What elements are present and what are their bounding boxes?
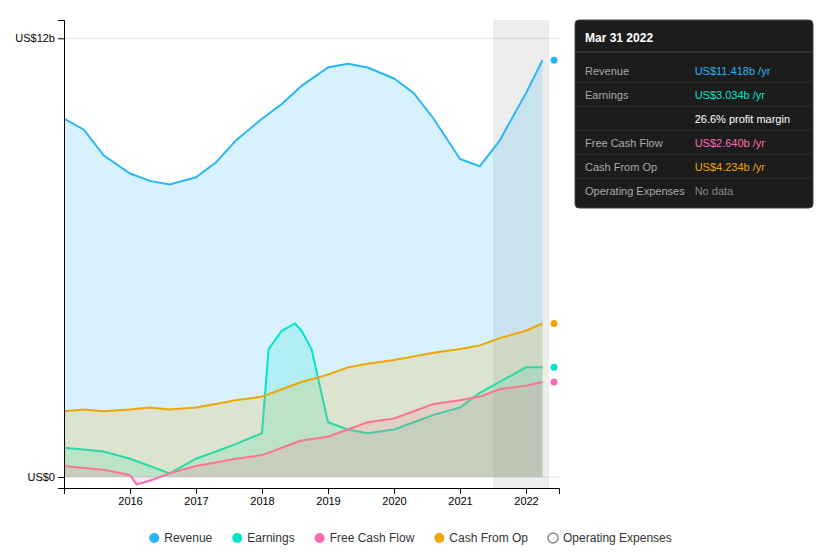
legend-symbol xyxy=(232,533,242,543)
y-axis: US$0 US$12b xyxy=(15,21,64,489)
tooltip-value: US$4.234b /yr xyxy=(695,161,766,173)
plot-area xyxy=(64,20,558,488)
x-tick: 2021 xyxy=(448,488,472,507)
line xyxy=(64,60,543,184)
legend-label: Free Cash Flow xyxy=(330,531,415,545)
x-tick-mark xyxy=(196,488,197,494)
tooltip-value: US$2.640b /yr xyxy=(695,137,766,149)
series-group xyxy=(64,323,543,477)
x-tick-label: 2017 xyxy=(184,495,208,507)
tooltip-row-separator xyxy=(575,178,813,179)
tooltip-row-separator xyxy=(575,106,813,107)
x-tick-mark xyxy=(460,488,461,494)
tooltip-title: Mar 31 2022 xyxy=(585,31,653,45)
tooltip-value: No data xyxy=(695,185,734,197)
area xyxy=(64,323,543,477)
chart: 2016 2017 2018 2019 2020 2021 2022 US$0 US$12b Ma… xyxy=(0,0,821,560)
x-axis: 2016 2017 2018 2019 2020 2021 2022 xyxy=(65,488,560,507)
tooltip-label: Cash From Op xyxy=(585,161,657,173)
end-dot xyxy=(551,364,558,371)
tooltip-box xyxy=(575,20,813,208)
tooltip-value: US$11.418b /yr xyxy=(695,65,771,77)
legend-item: Free Cash Flow xyxy=(315,531,415,545)
x-tick-mark xyxy=(394,488,395,494)
x-tick-mark xyxy=(130,488,131,494)
x-tick-label: 2016 xyxy=(118,495,142,507)
series-group xyxy=(64,60,543,477)
legend-symbol xyxy=(434,533,444,543)
legend-item: Revenue xyxy=(149,531,212,545)
tooltip-value: 26.6% profit margin xyxy=(695,113,790,125)
tooltip-value: US$3.034b /yr xyxy=(695,89,766,101)
legend-item: Earnings xyxy=(232,531,294,545)
x-tick: 2018 xyxy=(250,488,274,507)
x-tick: 2017 xyxy=(184,488,208,507)
legend-item: Cash From Op xyxy=(434,531,528,545)
x-tick-label: 2021 xyxy=(448,495,472,507)
tooltip-label: Free Cash Flow xyxy=(585,137,663,149)
line xyxy=(64,323,543,411)
legend: Revenue Earnings Free Cash Flow Cash From O… xyxy=(149,531,672,545)
legend-item: Operating Expenses xyxy=(548,531,672,545)
grid xyxy=(64,38,559,477)
end-dot xyxy=(551,320,558,327)
x-tick: 2016 xyxy=(118,488,142,507)
x-tick-label: 2020 xyxy=(382,495,406,507)
area xyxy=(64,323,543,477)
x-tick: 2022 xyxy=(514,488,538,507)
grid-line-y xyxy=(64,38,559,39)
tooltip-label: Operating Expenses xyxy=(585,185,685,197)
tooltip: Mar 31 2022 Revenue Earnings Free Cash Flow… xyxy=(575,20,813,208)
y-tick: US$0 xyxy=(27,471,64,483)
end-dot xyxy=(551,57,558,64)
tooltip-row-separator xyxy=(575,130,813,131)
y-tick-mark xyxy=(58,38,64,39)
legend-symbol xyxy=(548,533,558,543)
x-tick: 2019 xyxy=(316,488,340,507)
x-axis-line xyxy=(65,489,560,495)
tooltip-label: Revenue xyxy=(585,65,629,77)
y-axis-line xyxy=(58,21,65,489)
tooltip-row-separator xyxy=(575,82,813,83)
x-tick: 2020 xyxy=(382,488,406,507)
legend-label: Cash From Op xyxy=(449,531,528,545)
x-tick-label: 2018 xyxy=(250,495,274,507)
x-tick-mark xyxy=(328,488,329,494)
legend-label: Earnings xyxy=(247,531,294,545)
y-tick-mark xyxy=(58,477,64,478)
x-tick-label: 2022 xyxy=(514,495,538,507)
tooltip-row-separator xyxy=(575,154,813,155)
area xyxy=(64,60,543,477)
x-tick-mark xyxy=(262,488,263,494)
legend-label: Revenue xyxy=(164,531,212,545)
y-tick-label: US$12b xyxy=(15,32,55,44)
end-dot xyxy=(551,378,558,385)
tooltip-label: Earnings xyxy=(585,89,629,101)
legend-symbol xyxy=(149,533,159,543)
x-tick-mark xyxy=(526,488,527,494)
y-tick: US$12b xyxy=(15,32,64,44)
x-tick-label: 2019 xyxy=(316,495,340,507)
y-tick-label: US$0 xyxy=(27,471,55,483)
legend-label: Operating Expenses xyxy=(563,531,672,545)
tooltip-separator xyxy=(575,52,813,53)
series-group xyxy=(64,323,543,477)
legend-symbol xyxy=(315,533,325,543)
